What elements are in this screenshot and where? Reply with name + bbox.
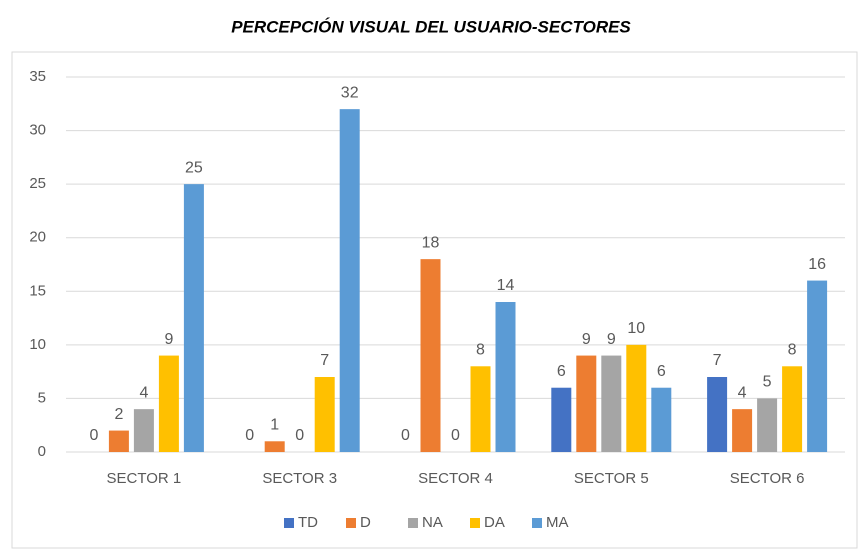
- data-label: 0: [89, 427, 98, 444]
- x-tick-label: SECTOR 6: [730, 470, 805, 487]
- legend-label: MA: [546, 514, 569, 531]
- data-label: 16: [808, 256, 826, 273]
- legend-label: TD: [298, 514, 318, 531]
- data-label: 6: [557, 363, 566, 380]
- data-label: 4: [139, 384, 148, 401]
- bar: [470, 366, 491, 452]
- bar: [707, 377, 728, 452]
- data-label: 0: [295, 427, 304, 444]
- bar: [576, 355, 597, 452]
- data-label: 7: [320, 352, 329, 369]
- bar: [420, 259, 441, 452]
- legend-swatch: [284, 518, 294, 528]
- bar: [495, 302, 516, 452]
- chart-title: PERCEPCIÓN VISUAL DEL USUARIO-SECTORES: [231, 17, 631, 36]
- legend-label: DA: [484, 514, 505, 531]
- legend-swatch: [408, 518, 418, 528]
- y-tick-label: 0: [38, 443, 46, 460]
- data-label: 9: [582, 331, 591, 348]
- bar: [757, 398, 778, 452]
- bar: [314, 377, 335, 452]
- bar: [339, 109, 360, 453]
- legend-label: D: [360, 514, 371, 531]
- data-label: 10: [627, 320, 645, 337]
- data-label: 1: [270, 417, 279, 434]
- y-tick-label: 25: [29, 175, 46, 192]
- bar: [601, 355, 622, 452]
- data-label: 4: [738, 384, 747, 401]
- data-label: 7: [713, 352, 722, 369]
- data-label: 8: [788, 342, 797, 359]
- data-label: 9: [164, 331, 173, 348]
- y-tick-label: 30: [29, 122, 46, 139]
- data-label: 5: [763, 374, 772, 391]
- legend-swatch: [532, 518, 542, 528]
- data-label: 14: [497, 277, 515, 294]
- bar: [807, 280, 828, 452]
- y-tick-label: 15: [29, 282, 46, 299]
- bar: [551, 387, 572, 452]
- bar: [158, 355, 179, 452]
- y-tick-label: 10: [29, 336, 46, 353]
- data-label: 6: [657, 363, 666, 380]
- x-tick-label: SECTOR 5: [574, 470, 649, 487]
- bar: [782, 366, 803, 452]
- bar: [626, 344, 647, 452]
- bar: [651, 387, 672, 452]
- bar: [732, 409, 753, 452]
- data-label: 8: [476, 342, 485, 359]
- y-tick-label: 35: [29, 68, 46, 85]
- x-tick-label: SECTOR 3: [262, 470, 337, 487]
- data-label: 32: [341, 84, 359, 101]
- legend-swatch: [346, 518, 356, 528]
- legend-label: NA: [422, 514, 443, 531]
- data-label: 18: [422, 234, 440, 251]
- legend-swatch: [470, 518, 480, 528]
- data-label: 0: [401, 427, 410, 444]
- x-tick-label: SECTOR 4: [418, 470, 493, 487]
- bar: [183, 184, 204, 452]
- data-label: 0: [245, 427, 254, 444]
- data-label: 25: [185, 159, 203, 176]
- x-tick-label: SECTOR 1: [107, 470, 182, 487]
- bar: [133, 409, 154, 452]
- y-tick-label: 20: [29, 229, 46, 246]
- bar: [108, 430, 129, 452]
- bar: [264, 441, 285, 452]
- data-label: 9: [607, 331, 616, 348]
- data-label: 0: [451, 427, 460, 444]
- data-label: 2: [114, 406, 123, 423]
- y-tick-label: 5: [38, 389, 46, 406]
